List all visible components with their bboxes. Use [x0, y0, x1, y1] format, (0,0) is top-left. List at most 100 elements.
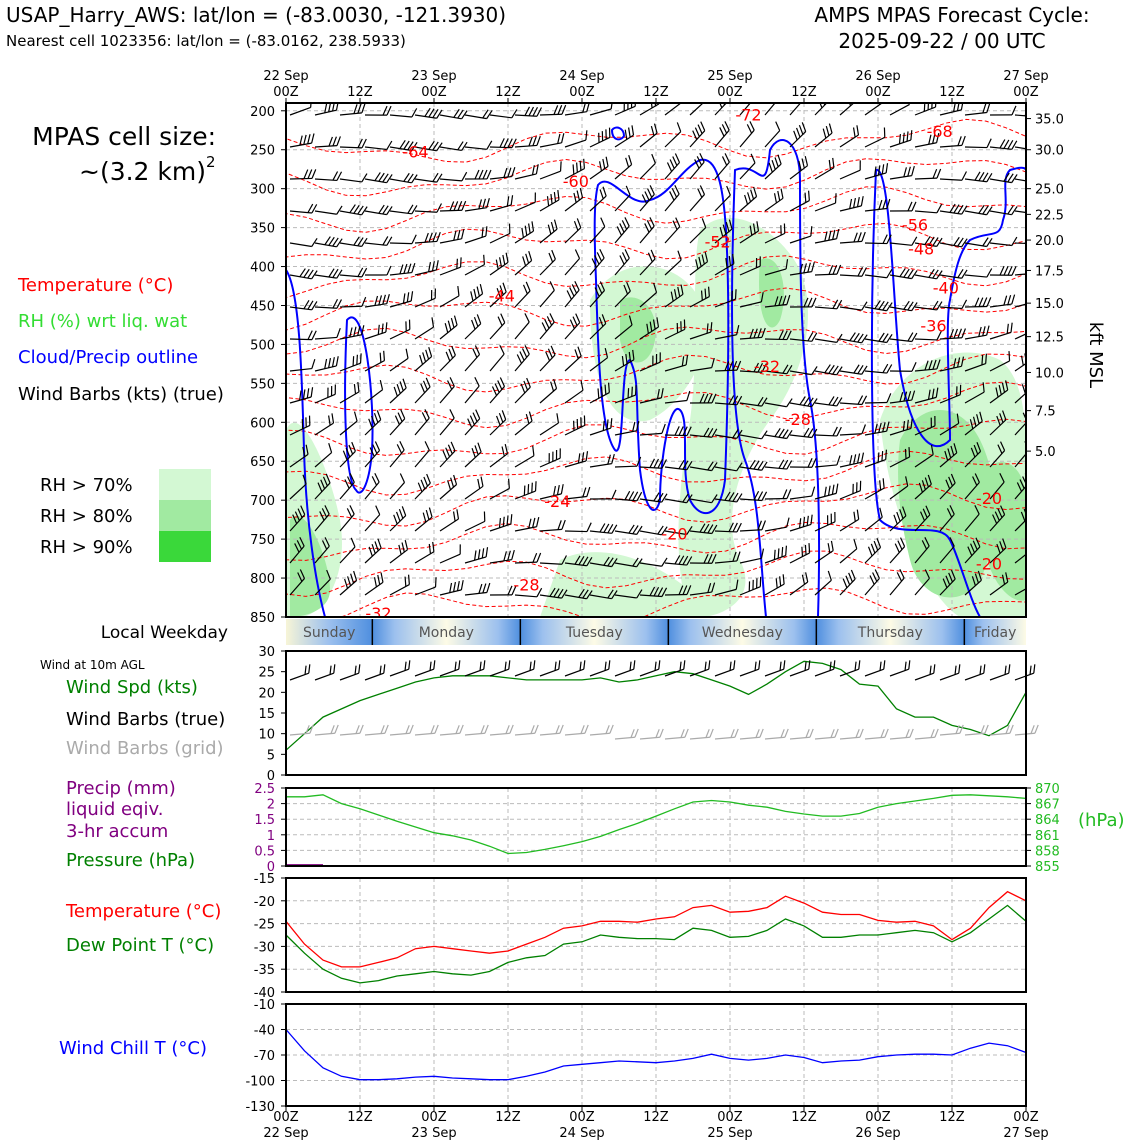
- wind-barb: [764, 364, 793, 375]
- pressure-tick-label: 800: [250, 572, 275, 587]
- wind-barb: [889, 418, 913, 436]
- wind-barb-grid: [839, 728, 864, 740]
- wind-barb: [464, 226, 488, 244]
- wind-barb: [389, 348, 409, 372]
- wind-barb-true: [464, 660, 486, 677]
- wind-barb: [314, 413, 335, 436]
- wind-barb: [614, 456, 642, 468]
- wind-barb: [839, 266, 867, 277]
- y-tick-label: -40: [254, 1024, 275, 1039]
- y-tick-label: 0: [267, 860, 275, 875]
- weekday-segment: [520, 619, 669, 645]
- wind-barb: [539, 249, 556, 276]
- cell-size-label-2: ~(3.2 km): [79, 157, 206, 186]
- temp-contour-label: -20: [976, 554, 1002, 573]
- wind-barb: [314, 236, 343, 248]
- rh80-swatch: [159, 500, 211, 531]
- wind-barb: [339, 381, 360, 404]
- top-date-label: 26 Sep: [855, 69, 900, 84]
- wind-barb: [889, 537, 906, 564]
- temp-contour-label: -72: [735, 106, 761, 125]
- weekday-segment: [964, 619, 1026, 645]
- wind-barb: [564, 588, 593, 600]
- wind-barb: [339, 441, 356, 468]
- y-tick-label: 5: [267, 748, 275, 763]
- wind-barb: [564, 522, 592, 533]
- weekday-label: Sunday: [303, 625, 355, 641]
- cell-size-sup: 2: [206, 153, 216, 171]
- pressure-tick-label: 350: [250, 222, 275, 237]
- wind-barb: [439, 509, 460, 532]
- wind-barb: [989, 205, 1018, 216]
- wind-barb: [664, 555, 693, 566]
- wind-barb: [364, 410, 382, 436]
- wind-barb: [814, 123, 833, 148]
- legend-rh80: RH > 80%: [40, 506, 133, 527]
- cloud-outline: [610, 126, 626, 141]
- wind-barb: [414, 346, 433, 372]
- wind-barb: [939, 171, 967, 181]
- wind-barb-grid: [439, 724, 464, 736]
- top-hour-label: 00Z: [421, 85, 447, 100]
- wind-barb: [964, 411, 983, 436]
- wind-barb: [739, 221, 760, 244]
- wind-barb: [389, 234, 417, 245]
- wind-barb: [339, 537, 356, 564]
- wind-barb: [864, 538, 882, 564]
- wind-barb: [689, 461, 718, 472]
- y-tick-label: 1.5: [254, 813, 275, 828]
- wind-barb: [564, 188, 584, 212]
- bottom-date-label: 26 Sep: [855, 1126, 900, 1140]
- wind-barb: [589, 382, 610, 404]
- kft-tick-label: 7.5: [1035, 405, 1056, 420]
- wind-barb: [989, 380, 1009, 404]
- wind-barb: [514, 445, 535, 468]
- temp-contour-label: -52: [705, 233, 731, 252]
- kft-tick-label: 5.0: [1035, 445, 1056, 460]
- wind-barb-grid: [939, 724, 964, 736]
- wind-barb-true: [289, 664, 311, 681]
- wind-barb-grid: [639, 728, 664, 740]
- wind-barb-grid: [914, 728, 939, 740]
- wind-barb: [939, 384, 962, 404]
- wind-barb: [889, 506, 907, 532]
- wind-barb: [289, 474, 307, 500]
- rh90-swatch: [159, 531, 211, 562]
- wind-barb: [364, 441, 381, 468]
- wind-barb-grid: [564, 724, 589, 736]
- wind-barb: [339, 103, 366, 116]
- top-hour-label: 00Z: [865, 85, 891, 100]
- wind-barb: [614, 125, 635, 148]
- wind-barb: [664, 525, 693, 536]
- wind-barb-grid: [814, 728, 839, 740]
- temperature-panel: -40 -35 -30 -25 -20 -15: [254, 872, 1027, 1001]
- wind-barb: [689, 582, 716, 596]
- wind-barb: [814, 229, 840, 244]
- wind-barb: [614, 185, 631, 212]
- wind-barb: [789, 396, 818, 408]
- bottom-hour-label: 12Z: [643, 1110, 669, 1125]
- legend-wind-spd: Wind Spd (kts): [66, 677, 198, 698]
- top-date-label: 23 Sep: [411, 69, 456, 84]
- wind-barb: [789, 427, 818, 439]
- wind-barb: [764, 574, 785, 596]
- y-tick-label: -130: [245, 1100, 275, 1115]
- wind-barb: [664, 217, 681, 244]
- wind-barb: [714, 429, 743, 439]
- wind-barb: [689, 121, 706, 148]
- wind-barb: [364, 538, 382, 564]
- wind-barb: [739, 459, 768, 471]
- pressure-right-tick-label: 864: [1035, 813, 1060, 828]
- wind-barb-grid: [464, 724, 489, 736]
- wind-barb: [639, 423, 666, 436]
- wind-barb: [914, 505, 931, 532]
- wind-barb: [664, 284, 684, 308]
- wind-barb: [889, 236, 918, 246]
- wind-barb: [514, 517, 540, 532]
- wind-barb: [464, 109, 493, 120]
- wind-barb-true: [739, 660, 761, 677]
- wind-barb: [864, 421, 890, 436]
- wind-barb: [589, 127, 611, 148]
- wind-barb: [989, 505, 1006, 532]
- wind-barb: [989, 441, 1006, 468]
